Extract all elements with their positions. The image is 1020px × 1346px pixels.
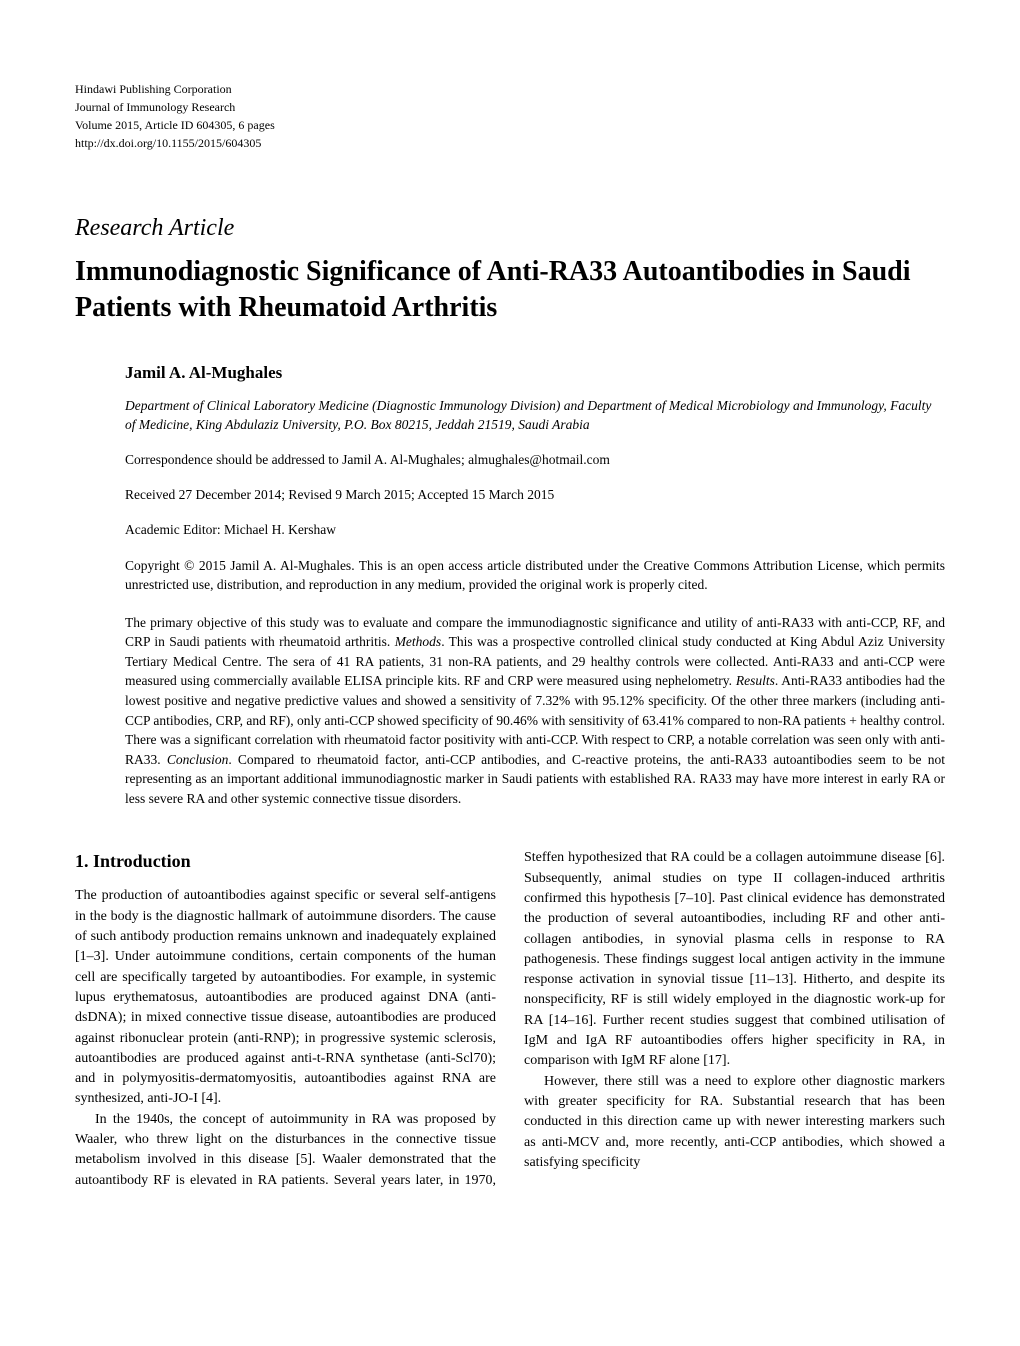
abstract-conclusion-label: Conclusion [167, 752, 229, 767]
abstract-results-label: Results [736, 673, 775, 688]
academic-editor: Academic Editor: Michael H. Kershaw [125, 521, 945, 540]
article-title: Immunodiagnostic Significance of Anti-RA… [75, 254, 945, 327]
correspondence-info: Correspondence should be addressed to Ja… [125, 451, 945, 470]
journal-header: Hindawi Publishing Corporation Journal o… [75, 80, 945, 152]
author-name: Jamil A. Al-Mughales [125, 361, 945, 385]
journal-name: Journal of Immunology Research [75, 98, 945, 116]
body-paragraph-3: However, there still was a need to explo… [524, 1072, 945, 1173]
section-heading-introduction: 1. Introduction [75, 848, 496, 874]
author-affiliation: Department of Clinical Laboratory Medici… [125, 397, 945, 435]
article-dates: Received 27 December 2014; Revised 9 Mar… [125, 486, 945, 505]
abstract-methods-label: Methods [395, 634, 442, 649]
abstract: The primary objective of this study was … [125, 613, 945, 809]
volume-info: Volume 2015, Article ID 604305, 6 pages [75, 116, 945, 134]
doi-link: http://dx.doi.org/10.1155/2015/604305 [75, 134, 945, 152]
body-columns: 1. Introduction The production of autoan… [75, 848, 945, 1191]
copyright-notice: Copyright © 2015 Jamil A. Al-Mughales. T… [125, 556, 945, 595]
abstract-conclusion: . Compared to rheumatoid factor, anti-CC… [125, 752, 945, 806]
article-type: Research Article [75, 212, 945, 246]
body-paragraph-1: The production of autoantibodies against… [75, 886, 496, 1109]
publisher: Hindawi Publishing Corporation [75, 80, 945, 98]
